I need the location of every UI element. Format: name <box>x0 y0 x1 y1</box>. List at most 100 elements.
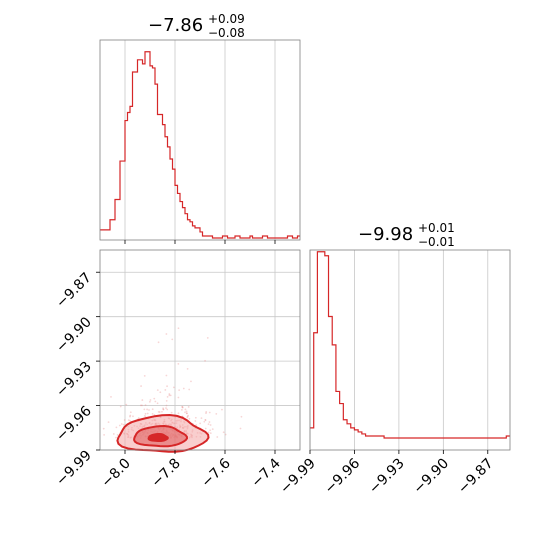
contour-core <box>147 433 169 442</box>
scatter-point <box>200 417 203 420</box>
scatter-point <box>165 400 168 402</box>
tick-marks-param1 <box>124 240 276 244</box>
scatter-point <box>119 405 122 408</box>
scatter-point <box>122 423 125 426</box>
scatter-point <box>165 374 168 377</box>
scatter-point <box>112 433 115 435</box>
scatter-point <box>195 424 198 426</box>
scatter-point <box>170 411 173 414</box>
scatter-point <box>159 391 162 394</box>
scatter-point <box>116 433 119 436</box>
scatter-point <box>187 406 190 408</box>
scatter-point <box>177 396 180 399</box>
axes-frame-param1 <box>99 39 301 241</box>
joint-panel: −8.0 −7.8 −7.6 −7.4 −9.87−9.90−9.93−9.96−9.… <box>53 249 301 491</box>
scatter-point <box>110 396 112 398</box>
scatter-point <box>203 420 206 423</box>
scatter-point <box>169 394 172 397</box>
scatter-point <box>181 406 184 408</box>
scatter-point <box>161 410 163 413</box>
title-param2-lower-error: −0.01 <box>418 235 455 249</box>
scatter-point <box>143 415 146 417</box>
x-ticks-joint: −8.0 −7.8 −7.6 −7.4 <box>98 450 284 491</box>
scatter-point <box>148 409 150 411</box>
scatter-point <box>205 412 207 415</box>
scatter-point <box>239 427 242 430</box>
scatter-point <box>165 333 168 335</box>
scatter-point <box>209 424 212 426</box>
marginal-panel-param1: −7.86 +0.09 −0.08 <box>99 12 301 244</box>
scatter-point <box>208 421 211 423</box>
scatter-point <box>204 427 207 430</box>
scatter-point <box>162 408 165 411</box>
scatter-point <box>207 431 210 434</box>
title-param1: −7.86 <box>148 15 203 36</box>
scatter-point <box>151 412 154 415</box>
scatter-point <box>205 410 208 413</box>
scatter-point <box>185 412 188 415</box>
scatter-point <box>186 415 189 418</box>
scatter-point <box>186 367 189 370</box>
scatter-point <box>184 408 187 411</box>
scatter-point <box>181 406 184 408</box>
x-tick-label: −8.0 <box>98 456 133 491</box>
scatter-point <box>207 423 210 426</box>
y-tick-label: −9.90 <box>53 314 95 356</box>
title-param2-upper-error: +0.01 <box>418 221 455 235</box>
scatter-point <box>141 404 143 407</box>
scatter-point <box>211 428 214 430</box>
scatter-point <box>165 407 167 409</box>
scatter-point <box>188 388 191 391</box>
scatter-point <box>132 415 134 418</box>
scatter-point <box>162 408 165 411</box>
scatter-point <box>180 408 183 411</box>
scatter-point <box>143 408 146 411</box>
scatter-point <box>185 410 188 413</box>
scatter-point <box>115 426 118 429</box>
scatter-point <box>129 414 132 417</box>
scatter-point <box>149 399 152 401</box>
x-tick-label: −9.99 <box>277 456 319 498</box>
x-tick-label: −9.90 <box>411 456 453 498</box>
scatter-point <box>177 362 180 365</box>
histogram-param2 <box>310 251 510 439</box>
scatter-point <box>221 408 223 411</box>
title-param1-lower-error: −0.08 <box>208 26 245 40</box>
marginal-panel-param2: −9.98 +0.01 −0.01 −9.99 −9.96 −9.93 −9.90 −9… <box>277 221 511 498</box>
grid-param1 <box>124 40 276 240</box>
scatter-point <box>107 421 110 424</box>
scatter-point <box>137 417 140 419</box>
scatter-point <box>240 415 243 418</box>
scatter-point <box>102 427 105 430</box>
scatter-point <box>125 403 128 406</box>
scatter-point <box>184 411 186 414</box>
y-ticks-joint: −9.87−9.90−9.93−9.96−9.99 <box>53 270 100 489</box>
title-param1-upper-error: +0.09 <box>208 12 245 26</box>
scatter-point <box>166 385 168 388</box>
scatter-point <box>118 424 121 427</box>
axes-frame-param2 <box>309 249 511 451</box>
x-tick-label: −7.8 <box>148 456 183 491</box>
x-tick-label: −9.93 <box>366 456 408 498</box>
scatter-point <box>209 429 212 432</box>
scatter-point <box>146 408 148 411</box>
scatter-point <box>123 419 126 421</box>
scatter-point <box>146 412 149 415</box>
scatter-point <box>115 436 117 439</box>
scatter-point <box>188 417 191 420</box>
histogram-param1 <box>100 51 300 239</box>
scatter-point <box>199 422 202 425</box>
x-tick-label: −9.87 <box>455 456 497 498</box>
scatter-point <box>194 420 197 422</box>
scatter-point <box>156 389 159 392</box>
scatter-point <box>164 389 167 391</box>
scatter-point <box>151 408 154 411</box>
y-tick-label: −9.87 <box>53 270 95 312</box>
scatter-point <box>127 419 130 421</box>
scatter-point <box>143 374 146 377</box>
title-param2: −9.98 <box>358 224 413 245</box>
scatter-point <box>182 387 185 390</box>
scatter-point <box>168 394 171 397</box>
scatter-point <box>144 412 147 415</box>
